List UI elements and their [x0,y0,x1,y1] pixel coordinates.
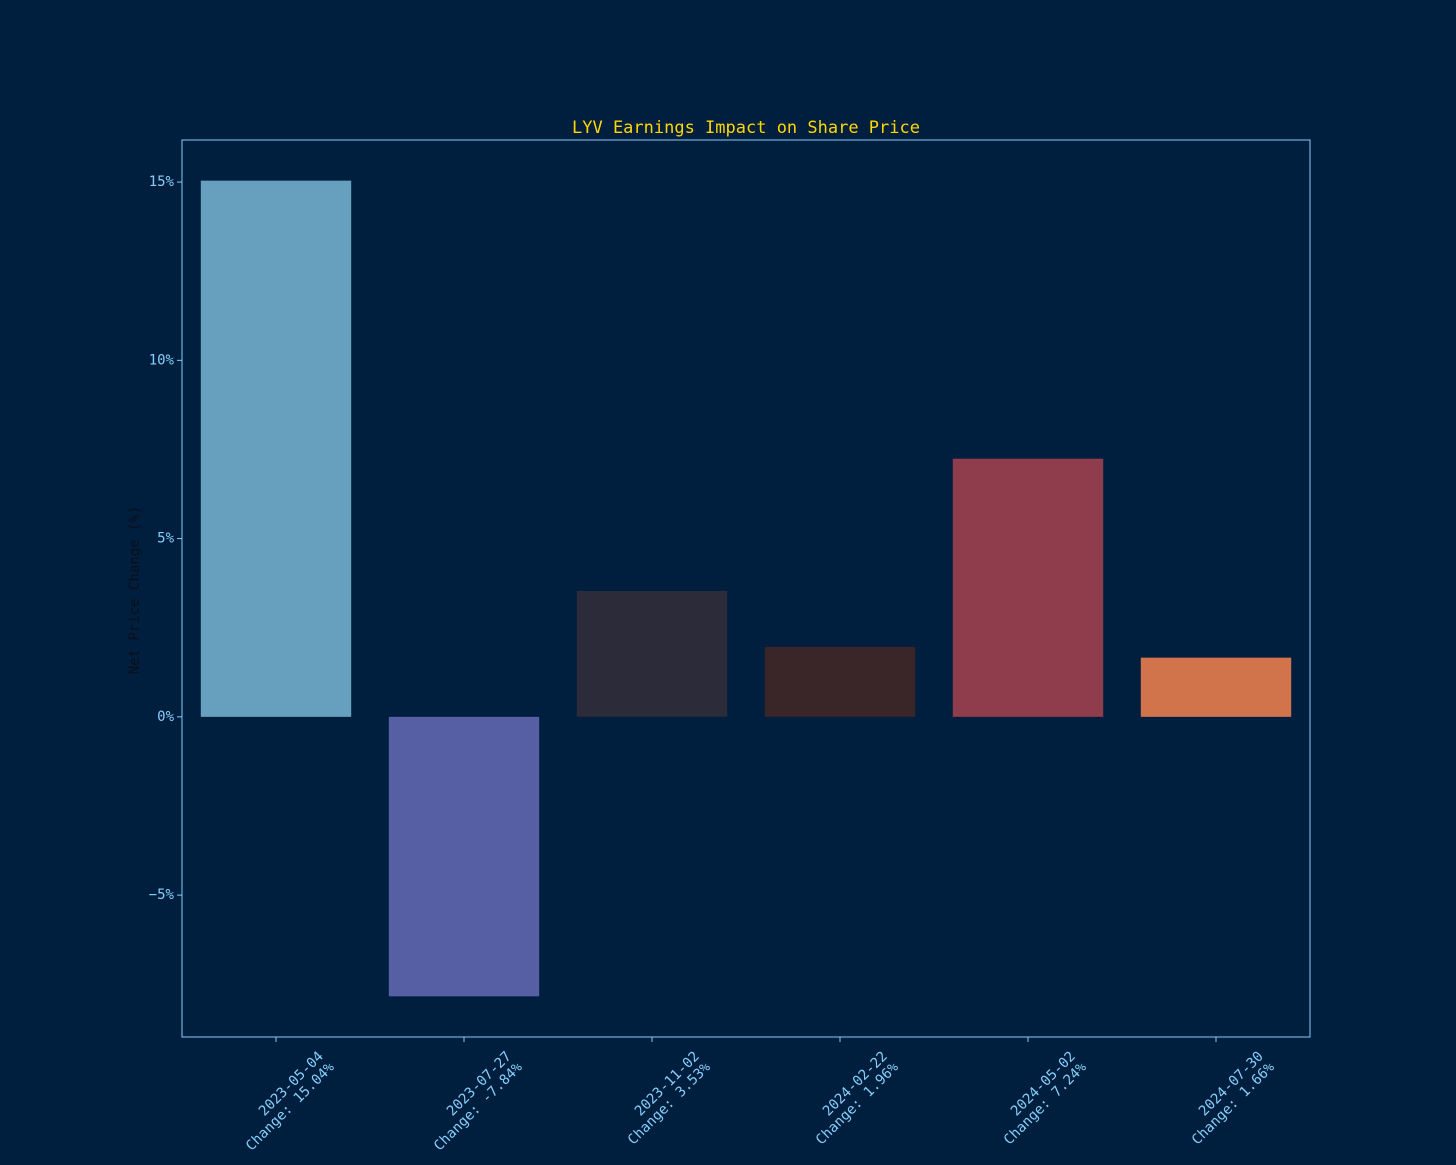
y-axis-label: Net Price Change (%) [127,506,143,675]
y-tick-label: 10% [149,352,175,368]
y-tick-label: −5% [149,887,175,903]
bar [200,180,352,717]
bar [1140,657,1292,717]
plot-frame [181,139,1311,1038]
chart-title: LYV Earnings Impact on Share Price [572,118,920,138]
bar [576,590,728,717]
y-tick-label: 0% [157,709,174,725]
bar [952,458,1104,717]
y-tick-label: 15% [149,174,175,190]
bar [388,716,540,997]
y-tick-label: 5% [157,531,174,547]
bar [764,646,916,717]
